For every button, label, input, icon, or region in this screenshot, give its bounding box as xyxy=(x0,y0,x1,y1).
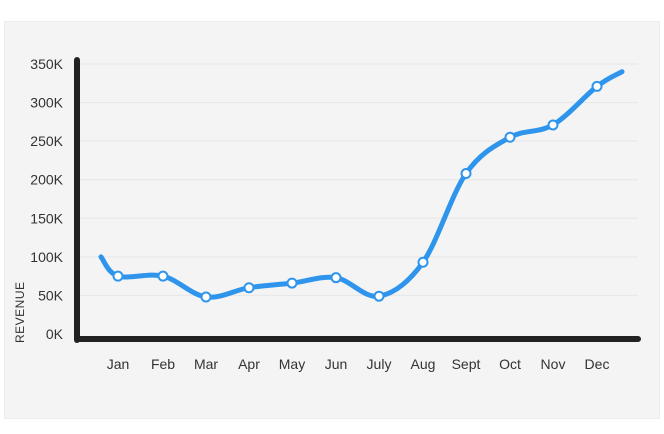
y-tick-label: 50K xyxy=(38,287,64,303)
data-point-jun xyxy=(330,272,342,284)
x-tick-label: Dec xyxy=(585,356,610,372)
data-point-aug xyxy=(417,256,429,268)
data-point-jan xyxy=(112,270,124,282)
grid-lines xyxy=(80,63,638,296)
data-point-apr xyxy=(243,282,255,294)
data-point-sept xyxy=(460,168,472,180)
x-tick-label: Aug xyxy=(411,356,436,372)
chart-panel xyxy=(4,21,660,419)
data-point-nov xyxy=(547,119,559,131)
x-tick-label: Oct xyxy=(499,356,521,372)
y-tick-label: 300K xyxy=(30,95,63,111)
data-point-oct xyxy=(504,131,516,143)
data-point-may xyxy=(286,277,298,289)
data-point-july xyxy=(373,290,385,302)
y-tick-label: 0K xyxy=(46,326,64,342)
y-tick-label: 350K xyxy=(30,56,63,72)
y-axis-title: REVENUE xyxy=(13,281,27,343)
data-point-feb xyxy=(157,270,169,282)
y-tick-label: 150K xyxy=(30,210,63,226)
data-point-mar xyxy=(200,291,212,303)
x-tick-label: Mar xyxy=(194,356,218,372)
x-tick-label: Feb xyxy=(151,356,175,372)
x-tick-label: Apr xyxy=(238,356,260,372)
x-tick-label: Nov xyxy=(541,356,566,372)
data-points xyxy=(112,80,603,303)
x-tick-label: Jun xyxy=(325,356,348,372)
series-line-revenue xyxy=(98,69,625,300)
data-point-dec xyxy=(591,80,603,92)
x-axis-ticks: Jan Feb Mar Apr May Jun July Aug Sept Oct Nov Dec xyxy=(107,356,610,372)
y-tick-label: 250K xyxy=(30,133,63,149)
x-tick-label: Sept xyxy=(452,356,481,372)
y-tick-label: 200K xyxy=(30,172,63,188)
x-tick-label: Jan xyxy=(107,356,130,372)
x-tick-label: May xyxy=(279,356,305,372)
x-tick-label: July xyxy=(367,356,392,372)
y-tick-label: 100K xyxy=(30,249,63,265)
y-axis-ticks: 0K 50K 100K 150K 200K 250K 300K 350K xyxy=(30,56,63,342)
